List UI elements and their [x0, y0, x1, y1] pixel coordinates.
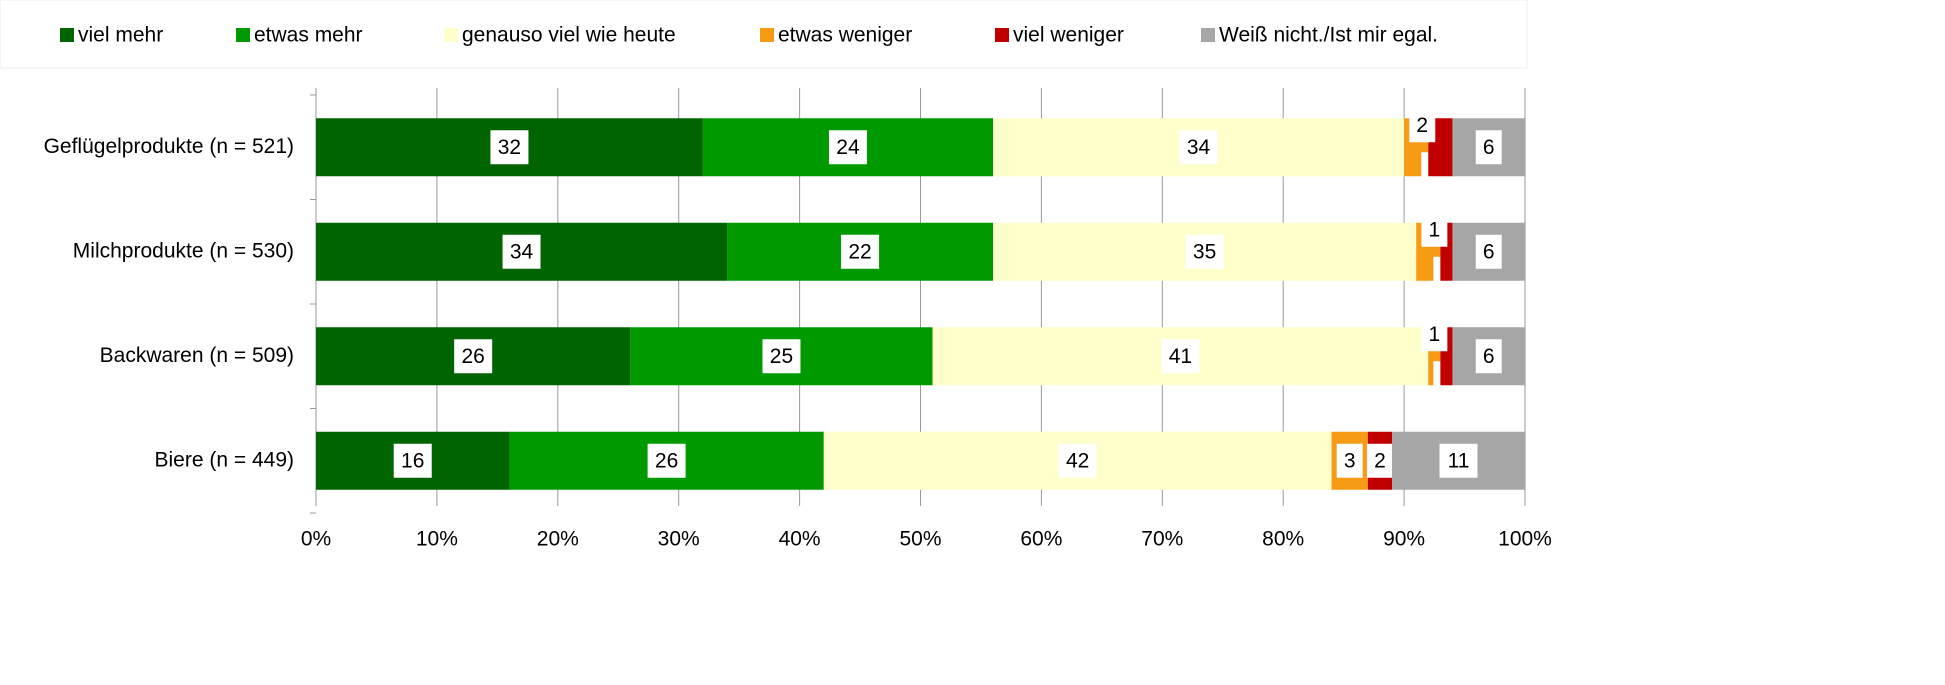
x-tick-label: 30% [658, 528, 700, 551]
y-tick-label: Geflügelprodukte (n = 521) [44, 135, 294, 158]
data-label-box [1439, 443, 1478, 478]
data-label: 1 [1429, 323, 1441, 346]
data-label: 22 [848, 240, 871, 263]
data-label: 11 [1448, 449, 1470, 472]
legend-label: Weiß nicht./Ist mir egal. [1219, 24, 1438, 47]
legend-label: viel mehr [78, 24, 163, 47]
legend-swatch [60, 28, 74, 42]
data-label: 2 [1374, 449, 1386, 472]
data-label: 3 [1344, 449, 1356, 472]
data-label-box [1179, 130, 1218, 165]
data-label-box [502, 234, 541, 269]
x-tick-label: 20% [537, 528, 579, 551]
data-label: 6 [1483, 345, 1495, 368]
data-label: 26 [461, 345, 484, 368]
data-label-box [1421, 317, 1448, 352]
y-tick-label: Biere (n = 449) [155, 448, 295, 471]
data-label: 6 [1483, 240, 1495, 263]
data-label: 6 [1483, 136, 1495, 159]
x-tick-label: 60% [1020, 528, 1062, 551]
legend-swatch [1201, 28, 1215, 42]
data-label-box [1421, 212, 1448, 247]
x-tick-label: 10% [416, 528, 458, 551]
data-label: 35 [1193, 240, 1216, 263]
data-label: 2 [1416, 114, 1428, 137]
data-label-box [1409, 108, 1436, 143]
data-label-box [1475, 339, 1502, 374]
data-label: 41 [1169, 345, 1192, 368]
data-label-box [1475, 234, 1502, 269]
y-tick-label: Backwaren (n = 509) [100, 344, 294, 367]
legend-label: etwas weniger [778, 24, 912, 47]
y-tick-label: Milchprodukte (n = 530) [73, 239, 294, 262]
data-label-box [1185, 234, 1224, 269]
x-tick-label: 100% [1498, 528, 1552, 551]
data-label-box [1058, 443, 1097, 478]
data-label-box [1336, 443, 1363, 478]
x-tick-label: 70% [1141, 528, 1183, 551]
data-label-box [762, 339, 801, 374]
x-tick-label: 90% [1383, 528, 1425, 551]
data-label-box [490, 130, 529, 165]
x-tick-label: 80% [1262, 528, 1304, 551]
legend-swatch [236, 28, 250, 42]
data-label-box [828, 130, 867, 165]
x-tick-label: 0% [301, 528, 331, 551]
data-label-box [841, 234, 880, 269]
data-label: 42 [1066, 449, 1089, 472]
x-tick-label: 40% [779, 528, 821, 551]
legend-label: viel weniger [1013, 24, 1124, 47]
data-label: 16 [401, 449, 424, 472]
x-tick-label: 50% [899, 528, 941, 551]
data-label-box [454, 339, 493, 374]
data-label: 25 [770, 345, 793, 368]
data-label: 1 [1429, 218, 1441, 241]
data-label-box [1161, 339, 1200, 374]
data-label: 34 [1187, 136, 1211, 159]
data-label: 32 [498, 136, 521, 159]
legend-swatch [760, 28, 774, 42]
data-label-box [647, 443, 686, 478]
data-label: 24 [836, 136, 860, 159]
legend-label: etwas mehr [254, 24, 363, 47]
legend-swatch [995, 28, 1009, 42]
legend-swatch [444, 28, 458, 42]
data-label-box [1366, 443, 1393, 478]
data-label: 34 [510, 240, 534, 263]
data-label: 26 [655, 449, 678, 472]
data-label-box [1475, 130, 1502, 165]
legend-label: genauso viel wie heute [462, 24, 676, 47]
data-label-box [393, 443, 432, 478]
